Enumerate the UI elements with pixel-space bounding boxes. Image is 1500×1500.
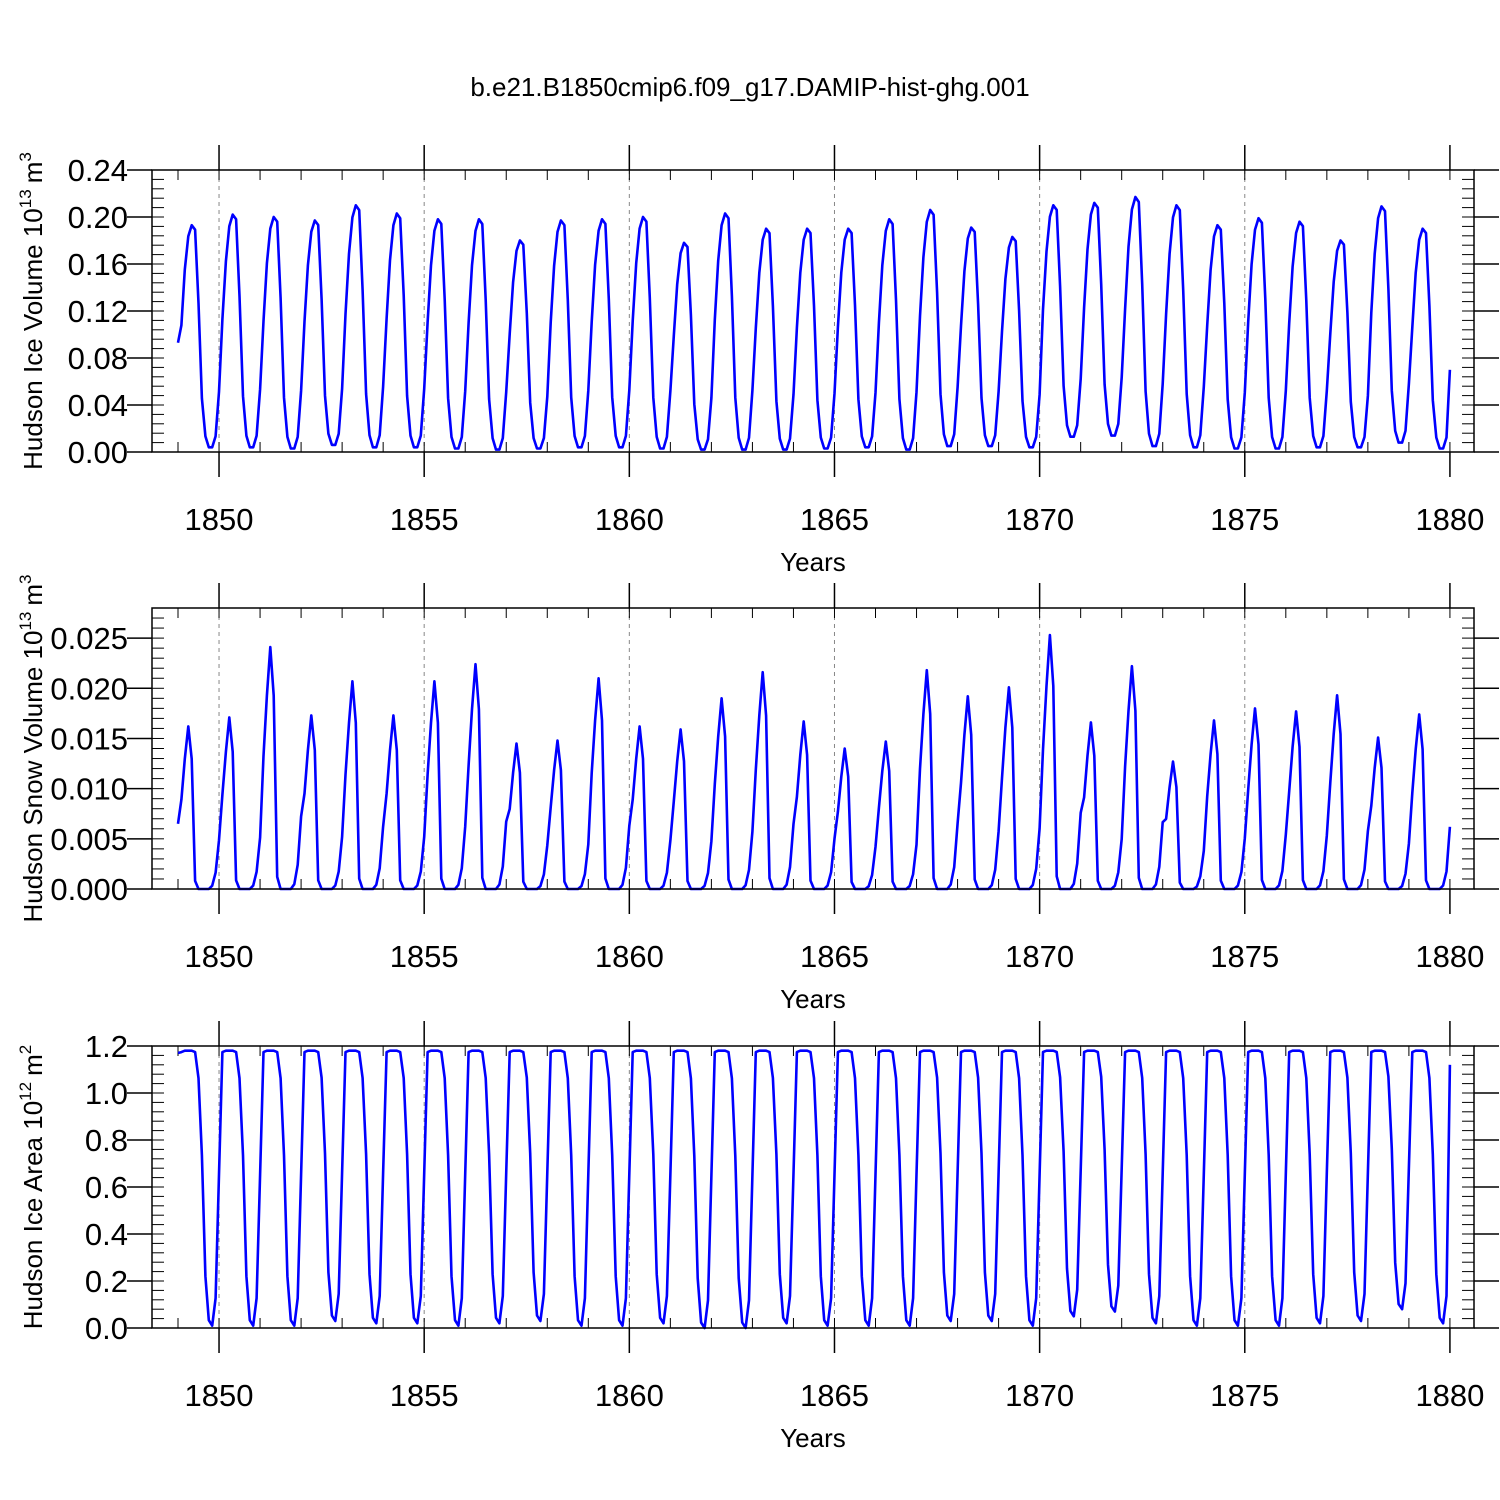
x-tick-label: 1865 [800,1378,869,1413]
y-axis-label-unit-exponent: 2 [16,1045,35,1054]
y-tick-label: 0.2 [85,1264,128,1299]
x-axis-label: Years [780,984,846,1014]
x-tick-label: 1870 [1005,502,1074,537]
y-axis-label-exponent: 13 [16,612,35,631]
x-tick-label: 1860 [595,1378,664,1413]
y-tick-label: 0.00 [68,435,128,470]
plot-frame [151,169,1475,453]
y-tick-label: 0.04 [68,388,128,423]
x-tick-label: 1865 [800,939,869,974]
chart-title: b.e21.B1850cmip6.f09_g17.DAMIP-hist-ghg.… [470,72,1029,102]
x-tick-label: 1870 [1005,939,1074,974]
y-axis-label-text: Hudson Snow Volume 10 [18,631,48,923]
x-tick-label: 1855 [390,502,459,537]
y-tick-label: 0.16 [68,247,128,282]
y-tick-label: 0.000 [50,872,128,907]
y-tick-label: 0.0 [85,1311,128,1346]
panel-ice-volume: 0.00 0.04 0.08 0.12 0.16 0.20 0.24 1850 1855 1860… [16,145,1499,577]
y-tick-label: 0.6 [85,1170,128,1205]
y-tick-label: 0.010 [50,772,128,807]
x-tick-label: 1855 [390,939,459,974]
x-tick-label: 1870 [1005,1378,1074,1413]
y-tick-label: 1.2 [85,1029,128,1064]
x-axis-label: Years [780,1423,846,1453]
y-axis-label: Hudson Snow Volume 1013 m3 [16,574,48,922]
y-tick-label: 0.08 [68,341,128,376]
y-axis-label-text: Hudson Ice Volume 10 [18,208,48,470]
y-tick-label: 0.005 [50,822,128,857]
y-tick-label: 1.0 [85,1076,128,1111]
x-tick-label: 1880 [1415,939,1484,974]
series-line [177,1049,1452,1330]
x-tick-label: 1860 [595,502,664,537]
x-tick-label: 1850 [185,502,254,537]
y-axis-label-unit: m [18,1054,48,1076]
x-tick-label: 1850 [185,939,254,974]
y-axis-label: Hudson Ice Volume 1013 m3 [16,152,48,470]
y-tick-label: 0.12 [68,294,128,329]
series-line [176,195,1452,451]
x-tick-label: 1855 [390,1378,459,1413]
panel-ice-area: 0.0 0.2 0.4 0.6 0.8 1.0 1.2 1850 1855 1860 1865 187… [16,1021,1499,1453]
y-tick-label: 0.015 [50,721,128,756]
x-tick-label: 1880 [1415,502,1484,537]
y-axis-label-unit-exponent: 3 [16,574,35,583]
plot-frame [151,607,1475,890]
y-tick-label: 0.4 [85,1217,128,1252]
x-tick-label: 1850 [185,1378,254,1413]
y-axis-label-unit: m [18,584,48,606]
y-axis-label-text: Hudson Ice Area 10 [18,1101,48,1329]
y-axis-label: Hudson Ice Area 1012 m2 [16,1045,48,1329]
y-tick-label: 0.020 [50,671,128,706]
y-axis-label-unit-exponent: 3 [16,152,35,161]
x-tick-label: 1875 [1210,939,1279,974]
y-axis-label-unit: m [18,162,48,184]
x-tick-label: 1880 [1415,1378,1484,1413]
y-axis-label-exponent: 12 [16,1082,35,1101]
y-tick-label: 0.8 [85,1123,128,1158]
x-tick-label: 1860 [595,939,664,974]
y-tick-label: 0.24 [68,153,128,188]
x-tick-label: 1875 [1210,1378,1279,1413]
x-tick-label: 1865 [800,502,869,537]
panel-snow-volume: 0.000 0.005 0.010 0.015 0.020 0.025 1850 1855 18… [16,574,1499,1014]
y-tick-label: 0.20 [68,200,128,235]
y-axis-label-exponent: 13 [16,189,35,208]
y-tick-label: 0.025 [50,621,128,656]
x-tick-label: 1875 [1210,502,1279,537]
x-axis-label: Years [780,547,846,577]
plot-frame [151,1045,1475,1329]
